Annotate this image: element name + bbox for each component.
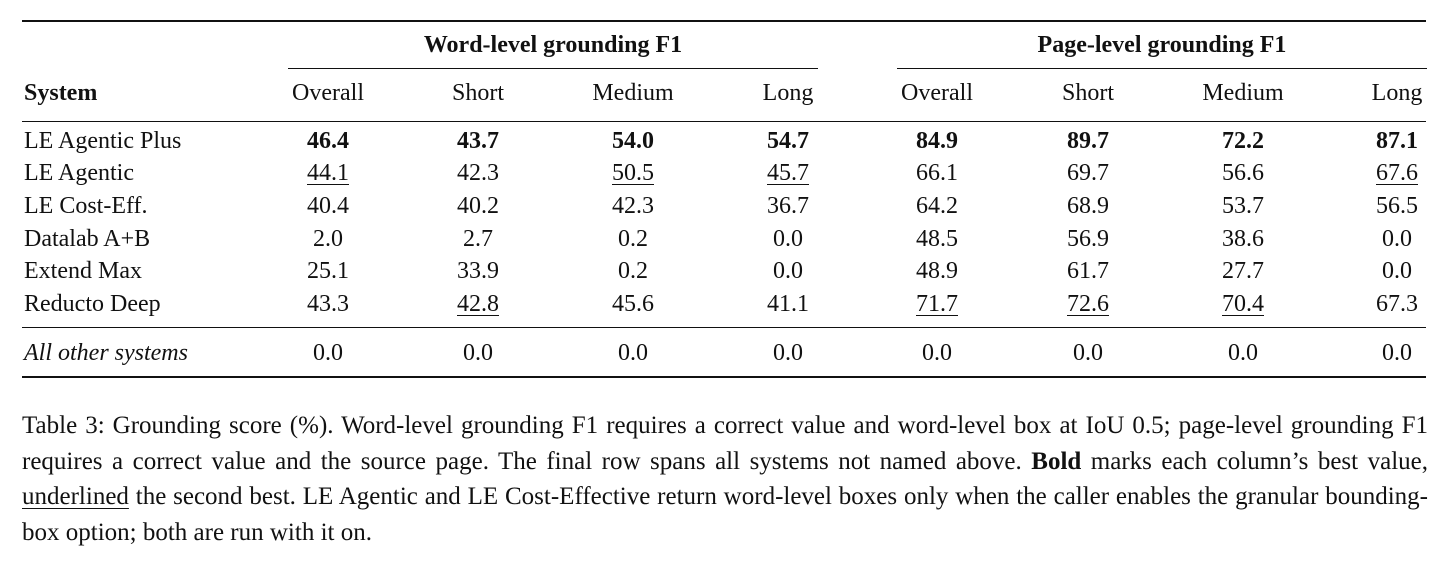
value-cell: 54.7 <box>767 128 809 154</box>
footer-system-name: All other systems <box>24 340 188 366</box>
value-cell: 0.0 <box>1382 226 1412 252</box>
value-cell: 40.2 <box>457 193 499 219</box>
group-title-word-level: Word-level grounding F1 <box>423 32 683 58</box>
value-cell: 25.1 <box>307 258 349 284</box>
value-cell: 2.0 <box>313 226 343 252</box>
value-cell: 56.5 <box>1376 193 1418 219</box>
table-caption: Table 3: Grounding score (%). Word-level… <box>22 408 1428 550</box>
value-text: 45.7 <box>767 160 809 186</box>
value-text: 71.7 <box>916 291 958 317</box>
system-name: Reducto Deep <box>24 291 161 317</box>
value-cell: 56.6 <box>1222 160 1264 186</box>
value-text: 42.8 <box>457 291 499 317</box>
value-cell: 45.6 <box>612 291 654 317</box>
value-cell: 27.7 <box>1222 258 1264 284</box>
system-name: LE Agentic <box>24 160 134 186</box>
value-cell: 67.3 <box>1376 291 1418 317</box>
column-header: Short <box>1061 80 1114 106</box>
caption-text-2: marks each column’s best value, <box>1081 447 1428 475</box>
value-cell: 84.9 <box>916 128 958 154</box>
value-cell: 0.2 <box>618 258 648 284</box>
system-name: Datalab A+B <box>24 226 151 252</box>
value-cell: 0.0 <box>773 340 803 366</box>
value-cell: 36.7 <box>767 193 809 219</box>
column-header: Medium <box>592 80 674 106</box>
value-cell: 45.7 <box>733 158 843 188</box>
value-cell: 72.2 <box>1222 128 1264 154</box>
value-cell: 64.2 <box>916 193 958 219</box>
value-cell: 69.7 <box>1067 160 1109 186</box>
value-cell: 44.1 <box>273 158 383 188</box>
value-cell: 48.5 <box>916 226 958 252</box>
value-text: 70.4 <box>1222 291 1264 317</box>
value-cell: 40.4 <box>307 193 349 219</box>
system-name: LE Agentic Plus <box>24 128 182 154</box>
value-cell: 53.7 <box>1222 193 1264 219</box>
value-cell: 0.0 <box>313 340 343 366</box>
system-name: Extend Max <box>24 258 142 284</box>
header-rule <box>22 121 1426 122</box>
value-cell: 42.3 <box>612 193 654 219</box>
value-cell: 0.0 <box>1073 340 1103 366</box>
value-cell: 0.0 <box>773 258 803 284</box>
caption-label: Table 3: <box>22 412 105 439</box>
system-name: LE Cost-Eff. <box>24 193 148 219</box>
value-cell: 70.4 <box>1188 289 1298 319</box>
value-cell: 66.1 <box>916 160 958 186</box>
system-header: System <box>24 80 98 106</box>
value-cell: 0.0 <box>773 226 803 252</box>
value-cell: 72.6 <box>1033 289 1143 319</box>
value-cell: 50.5 <box>578 158 688 188</box>
value-cell: 41.1 <box>767 291 809 317</box>
value-cell: 43.7 <box>457 128 499 154</box>
column-header: Overall <box>292 80 364 106</box>
value-text: 44.1 <box>307 160 349 186</box>
value-cell: 0.0 <box>463 340 493 366</box>
value-cell: 68.9 <box>1067 193 1109 219</box>
value-cell: 71.7 <box>882 289 992 319</box>
column-header: Medium <box>1202 80 1284 106</box>
value-cell: 42.8 <box>423 289 533 319</box>
value-text: 72.6 <box>1067 291 1109 317</box>
value-cell: 48.9 <box>916 258 958 284</box>
column-header: Long <box>1371 80 1423 106</box>
caption-underlined-word: underlined <box>22 483 129 510</box>
group-rule-word-level <box>288 68 818 69</box>
column-header: Short <box>451 80 504 106</box>
value-cell: 46.4 <box>307 128 349 154</box>
value-cell: 0.0 <box>1382 258 1412 284</box>
value-cell: 89.7 <box>1067 128 1109 154</box>
value-text: 67.6 <box>1376 160 1418 186</box>
value-cell: 56.9 <box>1067 226 1109 252</box>
value-cell: 42.3 <box>457 160 499 186</box>
footer-rule <box>22 327 1426 328</box>
value-cell: 87.1 <box>1376 128 1418 154</box>
caption-bold-word: Bold <box>1031 447 1082 475</box>
value-text: 50.5 <box>612 160 654 186</box>
value-cell: 0.2 <box>618 226 648 252</box>
top-rule <box>22 20 1426 22</box>
value-cell: 38.6 <box>1222 226 1264 252</box>
group-title-page-level: Page-level grounding F1 <box>1037 32 1287 58</box>
caption-text-3: the second best. LE Agentic and LE Cost-… <box>22 483 1428 546</box>
value-cell: 0.0 <box>1228 340 1258 366</box>
value-cell: 0.0 <box>1382 340 1412 366</box>
column-header: Overall <box>901 80 973 106</box>
value-cell: 0.0 <box>922 340 952 366</box>
value-cell: 67.6 <box>1342 158 1449 188</box>
value-cell: 0.0 <box>618 340 648 366</box>
value-cell: 2.7 <box>463 226 493 252</box>
value-cell: 43.3 <box>307 291 349 317</box>
bottom-rule <box>22 376 1426 378</box>
value-cell: 54.0 <box>612 128 654 154</box>
value-cell: 33.9 <box>457 258 499 284</box>
value-cell: 61.7 <box>1067 258 1109 284</box>
caption-text-1: Grounding score (%). Word-level groundin… <box>22 412 1428 475</box>
column-header: Long <box>762 80 814 106</box>
group-rule-page-level <box>897 68 1427 69</box>
